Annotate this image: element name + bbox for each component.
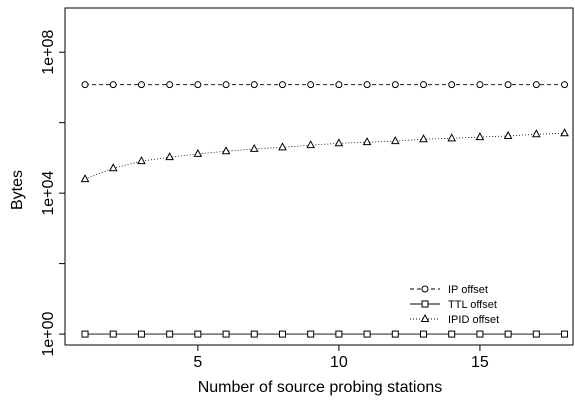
point [475, 132, 485, 141]
series-line [84, 132, 565, 180]
point [532, 81, 540, 89]
y-tick-label: 1e+08 [40, 30, 57, 75]
point [363, 330, 371, 338]
point [503, 130, 513, 139]
point [166, 330, 174, 338]
legend-marker [421, 285, 429, 293]
point [307, 81, 315, 89]
point [448, 81, 456, 89]
y-axis-label: Bytes [9, 170, 26, 210]
point [137, 330, 145, 338]
point [306, 140, 316, 149]
point [194, 330, 202, 338]
point [335, 330, 343, 338]
legend-label: IPID offset [448, 314, 499, 326]
plot-frame [64, 7, 574, 346]
legend-label: TTL offset [448, 299, 497, 311]
point [165, 152, 174, 161]
point [278, 81, 286, 89]
point [532, 330, 540, 338]
x-tick-label: 10 [330, 354, 348, 371]
point [504, 81, 512, 89]
point [194, 81, 202, 89]
y-tick-label: 1e+00 [40, 312, 57, 357]
legend-marker [420, 313, 430, 322]
point [448, 330, 456, 338]
point [249, 143, 259, 152]
point [81, 81, 89, 89]
point [334, 138, 344, 147]
point [109, 330, 117, 338]
point [420, 81, 428, 89]
point [108, 163, 118, 172]
x-tick-label: 15 [471, 354, 489, 371]
point [447, 133, 457, 142]
point [278, 330, 286, 338]
point [391, 330, 399, 338]
point [137, 81, 145, 89]
point [193, 148, 203, 157]
point [221, 146, 231, 155]
y-tick-label: 1e+04 [40, 171, 57, 216]
point [391, 81, 399, 89]
point [222, 81, 230, 89]
point [278, 142, 287, 151]
point [109, 81, 117, 89]
legend-marker [421, 300, 429, 308]
point [560, 128, 569, 137]
point [166, 81, 174, 89]
point [80, 174, 90, 183]
point [561, 330, 569, 338]
x-axis-label: Number of source probing stations [198, 379, 443, 396]
point [335, 81, 343, 89]
x-tick-label: 5 [193, 354, 202, 371]
point [250, 81, 258, 89]
point [363, 81, 371, 89]
point [222, 330, 230, 338]
point [561, 81, 569, 89]
legend-label: IP offset [448, 284, 488, 296]
point [81, 330, 89, 338]
point [419, 134, 428, 143]
point [390, 136, 400, 145]
point [420, 330, 428, 338]
point [476, 81, 484, 89]
point [307, 330, 315, 338]
point [504, 330, 512, 338]
point [250, 330, 258, 338]
point [137, 156, 146, 165]
point [362, 137, 372, 146]
point [476, 330, 484, 338]
point [531, 129, 541, 138]
